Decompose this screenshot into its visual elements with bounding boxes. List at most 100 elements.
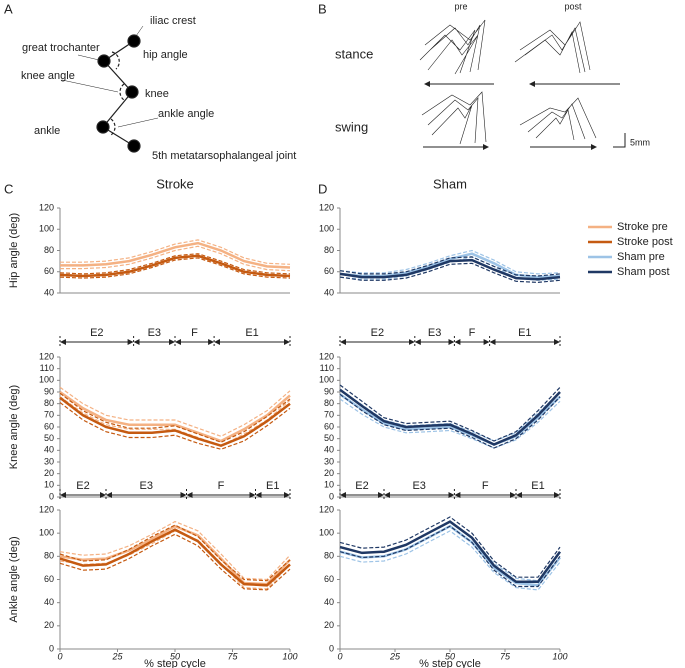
y-tick-label: 100	[319, 528, 334, 538]
series-line	[59, 528, 291, 587]
band-line	[339, 530, 561, 591]
y-tick-label: 50	[324, 433, 334, 443]
y-tick-label: 100	[319, 375, 334, 385]
y-tick-label: 80	[324, 551, 334, 561]
series-line	[339, 388, 561, 446]
band-line	[59, 402, 291, 450]
x-tick-label: 25	[389, 651, 401, 661]
y-tick-label: 40	[324, 445, 334, 455]
y-tick-label: 70	[324, 410, 334, 420]
y-tick-label: 50	[44, 433, 54, 443]
y-tick-label: 60	[324, 421, 334, 431]
y-axis-label: Knee angle (deg)	[8, 385, 20, 469]
phase-label: F	[191, 327, 198, 339]
phase-label: E2	[76, 480, 89, 492]
phase-label: E3	[412, 480, 425, 492]
x-tick-label: 0	[337, 651, 342, 661]
band-line	[339, 262, 561, 284]
band-line	[59, 524, 291, 582]
y-tick-label: 120	[39, 504, 54, 514]
legend-label: Sham pre	[617, 251, 665, 263]
stick-figures	[419, 19, 626, 150]
band-line	[339, 525, 561, 588]
x-tick-label: 75	[500, 651, 511, 661]
y-tick-label: 100	[39, 375, 54, 385]
y-tick-label: 0	[49, 491, 54, 501]
diagram-label: knee	[145, 88, 169, 100]
y-tick-label: 120	[39, 202, 54, 212]
band-line	[59, 386, 291, 437]
band-line	[339, 398, 561, 449]
diagram-label: hip angle	[143, 49, 188, 61]
y-tick-label: 80	[324, 398, 334, 408]
y-tick-label: 0	[329, 491, 334, 501]
panel-letter: C	[4, 181, 13, 196]
phase-label: F	[482, 480, 489, 492]
y-tick-label: 60	[324, 266, 334, 276]
y-tick-label: 120	[39, 351, 54, 361]
series-line	[339, 393, 561, 446]
x-tick-label: 0	[57, 651, 62, 661]
x-axis-label: % step cycle	[144, 658, 206, 668]
y-tick-label: 20	[44, 468, 54, 478]
x-tick-label: 25	[111, 651, 123, 661]
y-tick-label: 40	[324, 287, 334, 297]
phase-label: E1	[531, 480, 544, 492]
y-tick-label: 60	[324, 574, 334, 584]
y-tick-label: 80	[44, 398, 54, 408]
series-line	[59, 254, 291, 278]
diagram-label: iliac crest	[150, 15, 196, 27]
panel-letter: A	[4, 1, 13, 16]
y-tick-label: 100	[39, 528, 54, 538]
y-axis-label: Hip angle (deg)	[8, 213, 20, 288]
band-line	[59, 257, 291, 279]
phase-label: E2	[355, 480, 368, 492]
legend-label: Sham post	[617, 266, 670, 278]
band-line	[339, 393, 561, 449]
diagram-label: ankle angle	[158, 108, 214, 120]
band-line	[59, 392, 291, 443]
band-line	[60, 239, 291, 265]
y-axis-label: Ankle angle (deg)	[8, 536, 20, 622]
skeleton	[61, 25, 159, 153]
y-tick-label: 100	[319, 224, 334, 234]
y-tick-label: 40	[44, 445, 54, 455]
y-tick-label: 110	[40, 363, 54, 373]
row-label: stance	[335, 46, 373, 61]
band-line	[60, 245, 291, 272]
diagram-label: great trochanter	[22, 42, 100, 54]
phase-label: E3	[428, 327, 441, 339]
column-label: post	[564, 1, 582, 11]
legend-label: Stroke post	[617, 236, 673, 248]
band-line	[59, 253, 291, 275]
y-tick-label: 20	[324, 468, 334, 478]
diagram-label: 5th metatarsophalangeal joint	[152, 150, 296, 162]
y-tick-label: 90	[44, 386, 54, 396]
y-tick-label: 70	[44, 410, 54, 420]
series-line	[59, 396, 291, 448]
phase-label: E1	[266, 480, 279, 492]
band-line	[339, 256, 561, 281]
y-tick-label: 120	[319, 202, 334, 212]
band-line	[339, 516, 561, 578]
x-tick-label: 75	[227, 651, 238, 661]
panel-letter: B	[318, 1, 327, 16]
band-line	[339, 249, 561, 275]
series-line	[59, 524, 291, 586]
y-tick-label: 20	[324, 620, 334, 630]
series-line	[59, 390, 291, 443]
phase-label: E2	[371, 327, 384, 339]
x-tick-label: 100	[552, 651, 567, 661]
diagram-label: knee angle	[21, 70, 75, 82]
y-tick-label: 100	[39, 224, 54, 234]
band-line	[59, 520, 291, 581]
y-tick-label: 60	[44, 421, 54, 431]
y-tick-label: 80	[44, 551, 54, 561]
phase-label: E2	[90, 327, 103, 339]
row-label: swing	[335, 119, 368, 134]
y-tick-label: 60	[44, 266, 54, 276]
y-tick-label: 0	[329, 643, 334, 653]
series-line	[339, 520, 562, 584]
y-tick-label: 10	[44, 480, 54, 490]
